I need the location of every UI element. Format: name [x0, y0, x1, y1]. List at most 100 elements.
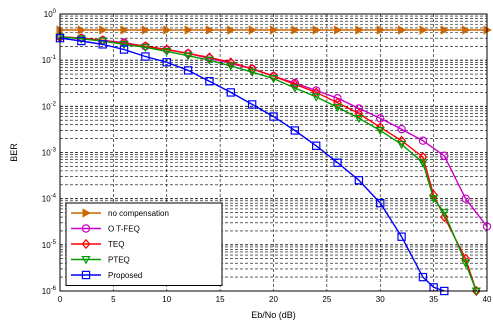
data-point: [183, 48, 193, 59]
data-point: [333, 94, 342, 103]
series-line: [59, 36, 477, 292]
x-tick-label: 5: [111, 295, 116, 304]
x-axis-label: Eb/No (dB): [251, 310, 296, 320]
legend: no compensation O T-FEQ TEQ PTEQ Proposed: [65, 202, 223, 286]
data-point: [398, 25, 407, 35]
x-tick-label: 0: [58, 295, 63, 304]
data-point: [290, 126, 300, 135]
y-tick-label: 10-1: [42, 55, 57, 65]
data-point: [333, 158, 342, 167]
data-point: [184, 25, 193, 35]
data-point: [397, 232, 406, 241]
data-point: [396, 140, 407, 150]
x-tick-label: 30: [376, 295, 385, 304]
data-point: [462, 25, 471, 35]
data-point: [439, 211, 449, 223]
legend-label: Proposed: [108, 271, 142, 280]
x-tick-label: 25: [322, 295, 331, 304]
legend-label: no compensation: [108, 209, 169, 218]
data-point: [440, 25, 450, 35]
data-point: [141, 25, 151, 35]
y-tick-label: 10-6: [42, 286, 57, 296]
series-group: [55, 25, 492, 297]
data-point: [354, 114, 364, 124]
legend-entry: no compensation: [71, 208, 169, 218]
data-point: [270, 25, 279, 35]
data-point: [419, 25, 428, 35]
legend-marker: [82, 208, 91, 218]
series-pteq: [55, 33, 481, 296]
data-point: [98, 40, 107, 49]
series-no-compensation: [56, 25, 492, 35]
y-tick-label: 100: [44, 9, 57, 19]
legend-label: PTEQ: [108, 256, 130, 265]
data-point: [162, 47, 172, 57]
data-point: [247, 68, 257, 77]
data-point: [418, 151, 428, 163]
data-point: [376, 198, 385, 208]
data-point: [311, 93, 321, 102]
data-point: [312, 25, 322, 35]
data-point: [204, 56, 215, 66]
data-point: [397, 124, 406, 134]
data-point: [269, 112, 278, 121]
legend-label: O T-FEQ: [108, 225, 140, 234]
data-point: [418, 159, 428, 168]
series-line: [59, 36, 477, 292]
data-point: [461, 259, 471, 269]
data-point: [248, 25, 257, 35]
legend-entry: O T-FEQ: [71, 224, 140, 234]
data-point: [332, 103, 343, 113]
y-tick-label: 10-2: [42, 101, 57, 111]
data-point: [355, 25, 364, 35]
data-point: [461, 194, 470, 203]
data-point: [290, 84, 300, 93]
data-point: [119, 40, 129, 50]
legend-marker: [81, 256, 91, 265]
data-point: [312, 141, 321, 150]
data-point: [354, 176, 364, 185]
legend-entry: TEQ: [71, 238, 124, 250]
data-point: [183, 52, 193, 61]
data-point: [429, 195, 439, 204]
plot-frame: [59, 13, 488, 292]
data-point: [76, 35, 86, 44]
legend-marker: [81, 270, 91, 280]
x-tick-label: 40: [483, 295, 492, 304]
data-point: [205, 77, 214, 86]
data-point: [269, 71, 278, 82]
y-tick-label: 10-5: [42, 240, 57, 250]
data-point: [98, 37, 108, 46]
data-point: [77, 36, 86, 46]
y-axis-label: BER: [9, 143, 19, 162]
data-point: [418, 272, 428, 282]
tick-labels: 0 5 10 15 20 25 30 35 40 100 10-1 10-2 10-3 10-4 10-5 1…: [42, 9, 492, 304]
y-tick-label: 10-3: [42, 148, 57, 158]
legend-entry: Proposed: [71, 270, 142, 280]
data-point: [247, 100, 257, 109]
x-tick-label: 20: [269, 295, 278, 304]
series-proposed: [55, 33, 449, 296]
data-point: [376, 114, 385, 123]
data-point: [205, 25, 215, 35]
x-tick-label: 35: [429, 295, 438, 304]
data-point: [183, 66, 193, 75]
data-point: [291, 25, 300, 35]
data-point: [226, 88, 235, 97]
data-point: [163, 25, 172, 35]
data-point: [268, 75, 279, 84]
data-point: [205, 52, 214, 63]
data-point: [140, 43, 151, 53]
data-point: [227, 25, 236, 35]
data-point: [375, 126, 385, 136]
data-point: [226, 62, 236, 71]
data-point: [440, 151, 449, 160]
data-point: [376, 25, 386, 35]
data-point: [162, 58, 171, 67]
data-point: [247, 63, 257, 74]
data-point: [119, 45, 129, 54]
legend-entry: PTEQ: [71, 256, 130, 265]
legend-label: TEQ: [108, 240, 124, 249]
data-point: [77, 25, 87, 35]
